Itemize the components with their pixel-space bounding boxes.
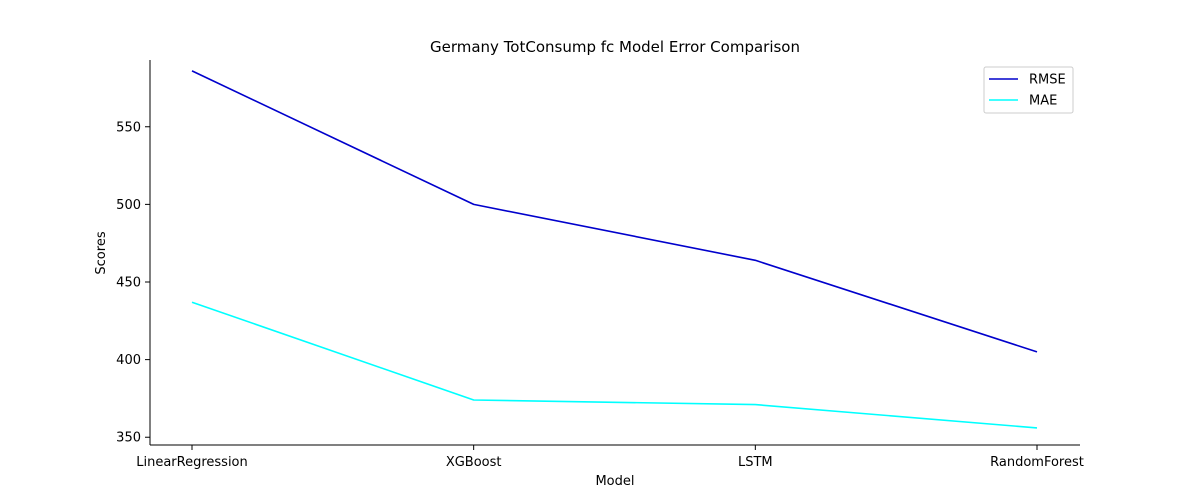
y-tick-label: 400 <box>116 353 141 368</box>
series-lines <box>191 70 1038 429</box>
legend-label-rmse: RMSE <box>1029 73 1066 88</box>
x-tick-label: LSTM <box>738 455 773 470</box>
x-axis-label: Model <box>595 474 634 489</box>
y-ticks: 350 400 450 500 550 <box>116 120 150 446</box>
y-tick-label: 550 <box>116 120 141 135</box>
x-tick-label: LinearRegression <box>136 455 248 470</box>
series-line-mae <box>191 301 1038 429</box>
y-tick-label: 350 <box>116 431 141 446</box>
x-ticks: LinearRegression XGBoost LSTM RandomForest <box>136 445 1084 470</box>
legend-label-mae: MAE <box>1029 94 1057 109</box>
x-tick-label: XGBoost <box>446 455 502 470</box>
chart-title: Germany TotConsump fc Model Error Compar… <box>430 38 800 56</box>
y-tick-label: 450 <box>116 275 141 290</box>
legend: RMSE MAE <box>983 66 1074 114</box>
y-axis-label: Scores <box>94 231 109 274</box>
series-line-rmse <box>191 70 1038 353</box>
y-tick-label: 500 <box>116 198 141 213</box>
axes <box>149 60 1080 446</box>
x-tick-label: RandomForest <box>990 455 1084 470</box>
